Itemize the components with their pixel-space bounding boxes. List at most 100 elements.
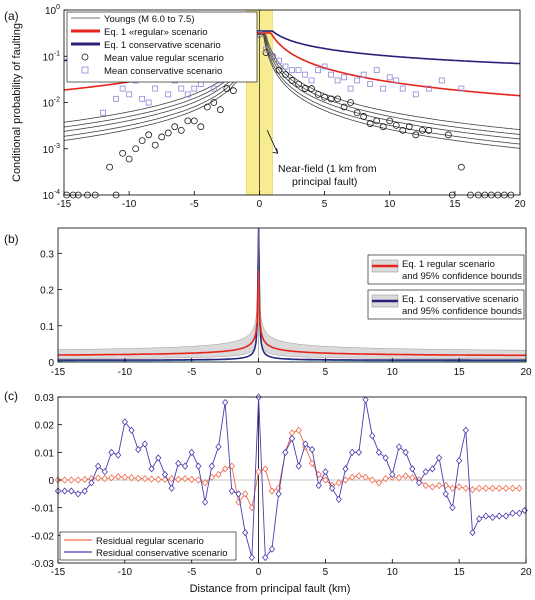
residual-conservative-point [402, 448, 409, 456]
mean-regular-point [151, 141, 159, 149]
residual-regular-point [462, 484, 469, 492]
mean-conservative-point [328, 71, 334, 78]
mean-conservative-point [425, 85, 432, 92]
mean-conservative-point [197, 81, 204, 87]
mean-conservative-point [373, 67, 380, 74]
residual-conservative-point [496, 512, 503, 520]
mean-regular-point [119, 149, 127, 157]
mean-regular-point [177, 126, 185, 134]
panel-b: (b) -15 -10 -5 0 5 10 15 20 0 0.1 0.2 0.3 Eq. 1 regul… [4, 227, 532, 378]
x-tick-label: 20 [520, 567, 532, 578]
legend-label-line-1: Eq. 1 regular scenario [402, 259, 495, 270]
residual-conservative-point [435, 454, 443, 462]
residual-conservative-point [101, 468, 108, 476]
residual-conservative-point [74, 490, 82, 498]
x-tick-label: -10 [122, 199, 137, 210]
residual-conservative-point [389, 470, 396, 479]
residual-conservative-point [322, 468, 329, 476]
residual-conservative-point [248, 553, 256, 562]
residual-conservative-point [469, 528, 476, 537]
residual-regular-line [58, 429, 520, 510]
residual-regular-point [315, 470, 322, 479]
mean-conservative-point [263, 46, 269, 53]
residual-regular-point [121, 473, 128, 481]
residual-regular-point [509, 484, 516, 492]
residual-regular-point [355, 472, 362, 480]
mean-regular-point [314, 90, 322, 98]
residual-conservative-point [61, 487, 68, 495]
residual-conservative-point [222, 398, 229, 407]
x-tick-label: 20 [520, 367, 532, 378]
residual-conservative-point [188, 448, 195, 456]
residual-regular-point [369, 476, 376, 484]
annotation-arrowhead [272, 148, 279, 154]
residual-regular-point [375, 479, 383, 487]
residual-conservative-point [175, 459, 182, 468]
mean-conservative-point [295, 67, 302, 74]
residual-regular-point [135, 474, 142, 482]
x-tick-label: 0 [257, 199, 263, 210]
panel-a: (a)-15 -10 -5 0 5 10 15 2010-410-310-210-1100Co… [4, 4, 526, 210]
y-tick-label: -0.02 [31, 531, 54, 542]
mean-conservative-point [458, 85, 465, 92]
mean-regular-point [340, 103, 348, 111]
residual-regular-point [308, 459, 316, 468]
legend-box [59, 531, 237, 561]
residual-conservative-point [328, 484, 336, 492]
x-tick-label: -15 [51, 367, 66, 378]
mean-regular-point [171, 123, 179, 131]
residual-regular-point [175, 475, 182, 484]
y-axis-label: Conditional probability of faulting [11, 23, 23, 182]
residual-regular-point [115, 473, 122, 481]
mean-conservative-point [152, 85, 159, 92]
mean-conservative-point [276, 57, 282, 64]
residual-regular-point [61, 476, 68, 484]
x-tick-label: 10 [387, 567, 399, 578]
panel-label: (a) [4, 9, 19, 23]
legend-label-line-2: and 95% confidence bounds [402, 271, 522, 282]
residual-regular-point [195, 476, 202, 484]
mean-regular-point [327, 95, 335, 103]
residual-conservative-point [302, 440, 309, 448]
x-tick-label: 5 [323, 367, 329, 378]
residual-conservative-point [315, 481, 322, 490]
residual-regular-point [395, 474, 403, 482]
residual-regular-point [456, 483, 463, 491]
residual-regular-point [342, 476, 349, 484]
residual-regular-point [141, 475, 149, 483]
residual-conservative-point [349, 448, 356, 456]
mean-regular-point [216, 106, 224, 114]
mean-regular-point [301, 85, 309, 92]
youngs-curve-1 [63, 33, 521, 130]
residual-conservative-point [168, 484, 175, 492]
mean-regular-point [203, 103, 211, 111]
residual-conservative-point [442, 490, 449, 498]
residual-conservative-point [502, 512, 510, 520]
residual-conservative-point [208, 462, 215, 470]
residual-regular-point [449, 484, 456, 492]
mean-conservative-point [360, 71, 367, 78]
residual-conservative-point [449, 504, 456, 512]
youngs-curve-2 [63, 33, 521, 135]
annotation-line-2: principal fault) [292, 176, 357, 188]
mean-regular-point [360, 113, 368, 120]
residual-regular-point [496, 484, 503, 492]
mean-regular-point [412, 131, 420, 139]
legend-label: Residual regular scenario [96, 536, 204, 547]
residual-conservative-point [521, 506, 528, 515]
y-tick-label: -0.03 [31, 559, 54, 570]
mean-conservative-point [341, 74, 348, 81]
residual-conservative-point [228, 487, 235, 495]
mean-regular-point [164, 129, 172, 137]
residual-regular-point [402, 472, 409, 480]
residual-conservative-point [409, 465, 416, 473]
x-tick-label: 10 [387, 367, 399, 378]
residual-regular-point [255, 468, 262, 476]
residual-conservative-point [155, 454, 162, 462]
mean-regular-point [425, 126, 433, 134]
x-tick-label: 15 [454, 367, 466, 378]
residual-regular-point [335, 479, 342, 487]
residual-conservative-point [482, 512, 490, 520]
x-tick-label: -15 [51, 567, 66, 578]
